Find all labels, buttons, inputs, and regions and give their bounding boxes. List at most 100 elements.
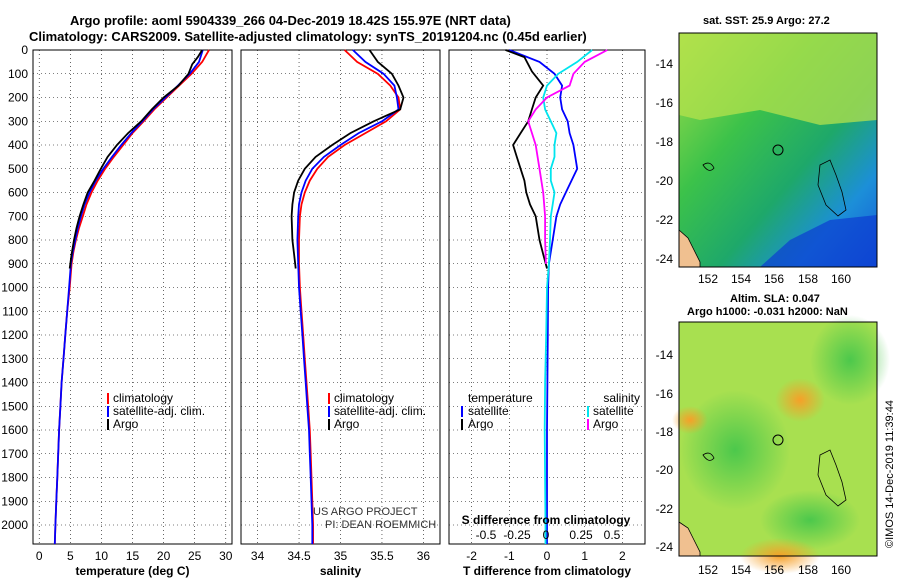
temperature-x-axis-label: temperature (deg C)	[75, 564, 189, 578]
depth-tick-label: 100	[8, 67, 28, 81]
legend-label-t-satellite: satellite	[468, 404, 509, 418]
sla-lon-label: 154	[731, 563, 751, 577]
salinity-x-tick-label: 36	[417, 549, 431, 563]
legend-label-argo: Argo	[334, 417, 360, 431]
sst-lat-label: -18	[656, 135, 674, 149]
header-line1: Argo profile: aoml 5904339_266 04-Dec-20…	[70, 13, 511, 28]
salinity-x-tick-label: 35.5	[370, 549, 394, 563]
legend-label-climatology: climatology	[113, 391, 173, 405]
salinity-series-climatology	[298, 49, 402, 544]
difference-x-axis-label: T difference from climatology	[463, 564, 631, 578]
depth-tick-label: 1400	[1, 376, 28, 390]
sla-reef-outline	[817, 449, 847, 507]
depth-tick-label: 600	[8, 186, 28, 200]
s-difference-ticks: -0.5 -0.25 0 0.25 0.5	[476, 528, 621, 542]
sst-argo-position	[772, 144, 784, 156]
sla-lat-label: -24	[656, 540, 674, 554]
sla-hot-spot	[775, 378, 825, 422]
sst-lat-label: -16	[656, 96, 674, 110]
depth-tick-label: 1900	[1, 494, 28, 508]
salinity-legend: climatology satellite-adj. clim. Argo	[328, 391, 426, 431]
difference-series-s-satellite	[542, 49, 593, 544]
legend-label-t-argo: Argo	[468, 417, 494, 431]
temperature-x-tick-label: 15	[126, 549, 140, 563]
sst-lon-label: 158	[798, 272, 818, 286]
s-difference-tick-label: -0.5	[476, 528, 497, 542]
temperature-series-satellite-adj-clim-	[53, 49, 204, 545]
sla-map-axes: -14 -16 -18 -20 -22 -24 152 154 156 158 160	[656, 348, 852, 577]
depth-tick-label: 1500	[1, 399, 28, 413]
temperature-x-tick-label: 30	[219, 549, 233, 563]
depth-tick-label: 800	[8, 233, 28, 247]
sst-map-axes: -14 -16 -18 -20 -22 -24 152 154 156 158 160	[656, 57, 852, 286]
legend-label-satellite: satellite-adj. clim.	[334, 404, 426, 418]
legend-label-s-argo: Argo	[593, 417, 619, 431]
salinity-series-argo	[290, 49, 405, 269]
series-layer	[53, 49, 608, 545]
temperature-x-tick-label: 25	[188, 549, 202, 563]
sla-argo-position	[772, 434, 784, 446]
sst-lon-label: 152	[698, 272, 718, 286]
project-line2: PI: DEAN ROEMMICH	[325, 519, 436, 531]
depth-tick-label: 1300	[1, 352, 28, 366]
s-difference-tick-label: 0.5	[604, 528, 621, 542]
sla-reef-outline-2	[702, 452, 715, 461]
s-difference-axis-label: S difference from climatology	[462, 513, 631, 527]
sla-map-frame	[678, 321, 878, 557]
legend-label-s-satellite: satellite	[593, 404, 634, 418]
sst-map	[678, 32, 878, 268]
sla-green-blob-2	[810, 315, 890, 405]
difference-series-s-argo	[527, 49, 608, 264]
depth-tick-label: 700	[8, 209, 28, 223]
depth-tick-label: 300	[8, 114, 28, 128]
s-difference-tick-label: -0.25	[503, 528, 531, 542]
depth-tick-label: 200	[8, 91, 28, 105]
sla-lat-label: -16	[656, 387, 674, 401]
sst-cool-patch	[760, 215, 877, 267]
sla-map-title-2: Argo h1000: -0.031 h2000: NaN	[687, 306, 848, 318]
sla-lat-label: -14	[656, 348, 674, 362]
salinity-x-tick-label: 35	[334, 549, 348, 563]
sla-green-blob-3	[760, 490, 860, 550]
sst-lon-label: 156	[764, 272, 784, 286]
sst-lon-label: 154	[731, 272, 751, 286]
salinity-x-axis-label: salinity	[320, 564, 362, 578]
sst-lon-label: 160	[831, 272, 851, 286]
legend-heading-temperature: temperature	[468, 391, 533, 405]
temperature-x-tick-label: 10	[95, 549, 109, 563]
sst-lat-label: -20	[656, 174, 674, 188]
header-line2: Climatology: CARS2009. Satellite-adjuste…	[29, 29, 587, 44]
difference-series-t-argo	[505, 49, 548, 269]
sla-lon-label: 156	[764, 563, 784, 577]
sst-lat-label: -24	[656, 252, 674, 266]
sst-lat-label: -22	[656, 213, 674, 227]
project-line1: US ARGO PROJECT	[313, 506, 418, 518]
salinity-series-satellite-adj-clim-	[296, 49, 400, 544]
difference-x-tick-label: -1	[504, 549, 515, 563]
temperature-plot-frame	[32, 49, 233, 545]
difference-x-tick-label: -2	[466, 549, 477, 563]
salinity-x-tick-label: 34	[251, 549, 265, 563]
sst-map-title: sat. SST: 25.9 Argo: 27.2	[703, 15, 830, 27]
legend-label-climatology: climatology	[334, 391, 394, 405]
temperature-series-climatology	[53, 49, 210, 545]
sla-lat-label: -22	[656, 502, 674, 516]
temperature-x-tick-label: 20	[157, 549, 171, 563]
temperature-series-argo	[68, 49, 203, 269]
legend-label-satellite: satellite-adj. clim.	[113, 404, 205, 418]
depth-tick-label: 500	[8, 162, 28, 176]
sla-lon-label: 158	[798, 563, 818, 577]
temperature-legend: climatology satellite-adj. clim. Argo	[107, 391, 205, 431]
sst-map-frame	[678, 32, 878, 268]
sla-map	[672, 315, 890, 574]
depth-tick-label: 900	[8, 257, 28, 271]
sst-warm-patch	[679, 33, 877, 125]
s-difference-tick-label: 0	[543, 528, 550, 542]
sst-lat-label: -14	[656, 57, 674, 71]
sla-hot-spot-3	[672, 406, 708, 434]
difference-x-tick-label: 1	[581, 549, 588, 563]
legend-heading-salinity: salinity	[603, 391, 640, 405]
